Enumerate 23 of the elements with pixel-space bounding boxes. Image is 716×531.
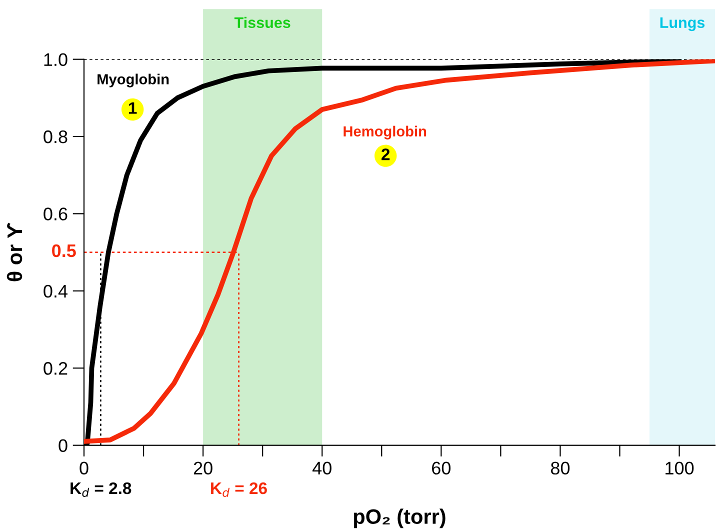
y-tick-label: 0 xyxy=(58,439,68,452)
ref-line-label: K$_{d}$ = 26 xyxy=(211,482,267,497)
y-tick-label: 0.4 xyxy=(44,284,68,298)
x-tick-label: 80 xyxy=(550,462,570,475)
band-label: Lungs xyxy=(660,17,705,32)
x-tick-label: 100 xyxy=(666,462,694,475)
ref-line-label: K$_{d}$ = 2.8 xyxy=(70,482,132,497)
series-label: Myoglobin xyxy=(98,74,169,88)
y-tick-label: 0.2 xyxy=(44,362,68,375)
y-axis-title: θ or ϒ xyxy=(6,222,22,282)
band-label: Tissues xyxy=(234,16,290,28)
y-tick-label: 0.8 xyxy=(44,130,68,144)
series-label: Hemoglobin xyxy=(344,126,426,140)
y-tick-label: 1.0 xyxy=(44,53,68,66)
x-tick-label: 40 xyxy=(312,462,332,475)
x-tick-label: 0 xyxy=(80,462,88,475)
x-tick-label: 60 xyxy=(432,462,451,475)
x-axis-title: pO₂ (torr) xyxy=(354,508,446,528)
ref-line-label: 0.5 xyxy=(52,244,76,258)
y-tick-label: 0.6 xyxy=(44,208,68,220)
annotation: 2 xyxy=(382,148,390,160)
x-tick-label: 20 xyxy=(194,462,212,475)
annotation: 1 xyxy=(129,102,137,114)
